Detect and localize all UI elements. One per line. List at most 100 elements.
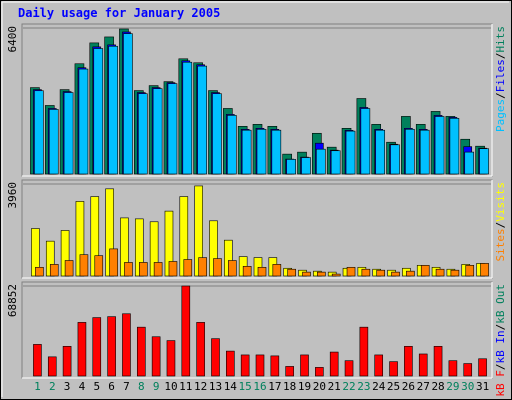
legend-entry: Sites <box>494 228 507 261</box>
bar <box>361 268 371 277</box>
x-tick-label: 9 <box>153 380 160 393</box>
bar <box>123 33 133 175</box>
legend-separator: / <box>494 222 507 229</box>
x-tick-label: 6 <box>108 380 115 393</box>
bar <box>197 65 207 175</box>
x-tick-label: 21 <box>328 380 341 393</box>
bar <box>345 130 356 175</box>
bar <box>167 83 178 175</box>
x-tick-label: 3 <box>64 380 71 393</box>
bar <box>211 338 220 377</box>
bar <box>151 336 161 377</box>
bar <box>34 90 44 175</box>
x-tick-label: 14 <box>224 380 238 393</box>
x-tick-label: 27 <box>417 380 430 393</box>
x-tick-label: 1 <box>34 380 41 393</box>
bar <box>47 356 57 377</box>
x-tick-label: 24 <box>372 380 386 393</box>
bar <box>79 254 89 277</box>
legend-separator: / <box>494 364 507 371</box>
x-tick-label: 11 <box>179 380 192 393</box>
legend: kB F/kB In/kB Out <box>494 284 507 397</box>
bar <box>181 285 191 377</box>
bar <box>63 92 74 175</box>
bar <box>374 354 384 377</box>
bar <box>270 355 280 377</box>
bar <box>62 346 72 377</box>
x-tick-label: 8 <box>138 380 145 393</box>
legend-separator: / <box>494 53 507 60</box>
bar <box>271 129 282 175</box>
legend-separator: / <box>494 92 507 99</box>
bar <box>390 144 400 175</box>
legend-entry: Hits <box>494 26 507 53</box>
bar <box>94 255 104 277</box>
bar <box>153 262 163 277</box>
bar <box>109 248 118 277</box>
bar <box>464 151 475 175</box>
bar <box>93 48 104 175</box>
y-tick-label: 6400 <box>6 26 19 53</box>
bar <box>168 261 178 277</box>
bar <box>137 93 148 175</box>
bar <box>48 109 59 175</box>
bar <box>182 61 193 175</box>
bar <box>301 157 311 175</box>
bar <box>213 258 222 277</box>
bar <box>272 264 282 277</box>
x-tick-label: 10 <box>164 380 177 393</box>
legend: Pages/Files/Hits <box>494 26 507 132</box>
x-tick-label: 18 <box>283 380 296 393</box>
bar <box>228 260 237 277</box>
bar <box>302 271 311 277</box>
bar <box>227 115 237 175</box>
bar <box>166 340 176 377</box>
y-tick-label: 68852 <box>6 284 19 317</box>
bar <box>242 266 252 277</box>
x-tick-label: 28 <box>431 380 444 393</box>
legend-entry: kB F <box>494 370 507 397</box>
legend-entry: kB Out <box>494 284 507 324</box>
legend-entry: Visits <box>494 182 507 222</box>
bar <box>405 128 415 175</box>
bar <box>331 273 341 277</box>
bar <box>360 108 371 175</box>
bar <box>136 326 146 377</box>
bar <box>391 271 400 277</box>
bar <box>241 129 252 175</box>
bar <box>240 354 250 377</box>
x-tick-label: 16 <box>253 380 266 393</box>
x-tick-label: 12 <box>194 380 207 393</box>
legend-entry: Pages <box>494 99 507 132</box>
bar <box>329 351 339 377</box>
legend: Sites/Visits <box>494 182 507 262</box>
bar <box>287 268 296 277</box>
bar <box>346 266 356 277</box>
x-tick-label: 19 <box>298 380 311 393</box>
bar <box>316 148 326 175</box>
bar <box>463 363 473 377</box>
bar <box>465 265 475 277</box>
x-tick-label: 2 <box>49 380 56 393</box>
bar <box>450 269 460 277</box>
x-tick-label: 25 <box>387 380 400 393</box>
bar <box>183 259 193 277</box>
bar <box>255 354 265 377</box>
x-tick-label: 23 <box>357 380 370 393</box>
x-tick-label: 26 <box>402 380 415 393</box>
x-tick-label: 31 <box>476 380 489 393</box>
x-tick-label: 20 <box>313 380 326 393</box>
y-tick-label: 3960 <box>6 182 19 209</box>
bar <box>315 367 324 377</box>
bar <box>108 45 118 175</box>
x-tick-label: 17 <box>268 380 281 393</box>
bar <box>404 346 413 377</box>
bar <box>92 317 102 377</box>
bar <box>122 313 131 377</box>
bar <box>198 257 207 277</box>
x-tick-label: 5 <box>93 380 100 393</box>
bar <box>359 326 369 377</box>
bar <box>78 68 89 175</box>
bar <box>420 265 430 277</box>
bar <box>256 128 267 175</box>
